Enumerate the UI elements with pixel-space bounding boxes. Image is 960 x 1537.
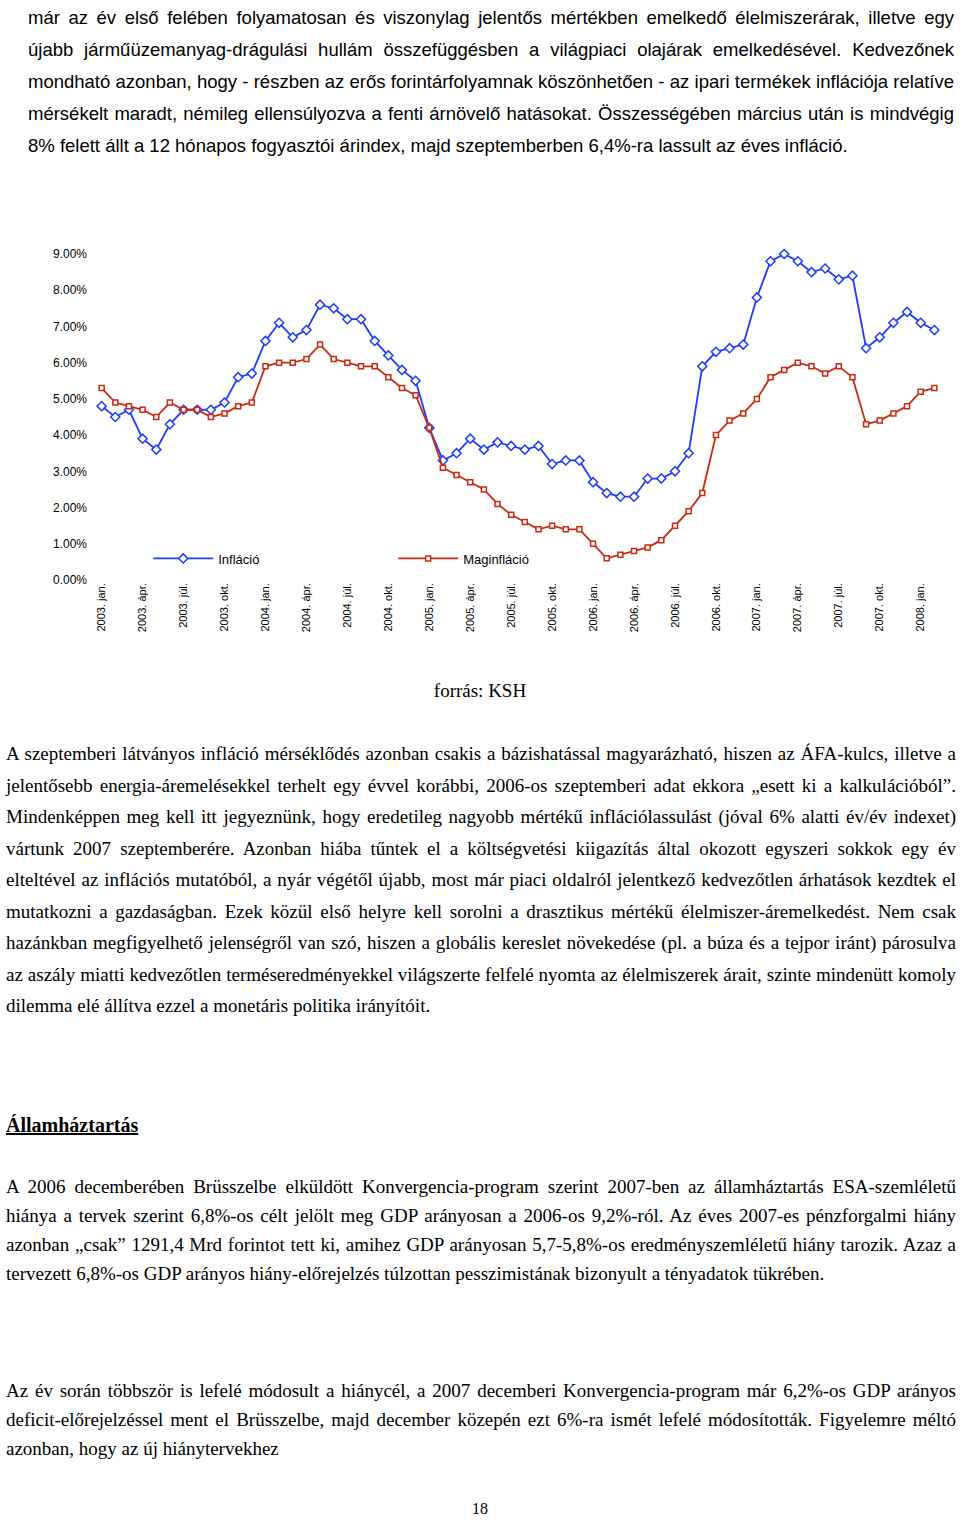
svg-text:2003. júl.: 2003. júl. <box>177 583 189 628</box>
html-text:Az év során többször is lefelé: Az év során többször is lefelé módosult … <box>6 1380 956 1459</box>
html-text:már az év első felében folyama: már az év első felében folyamatosan és v… <box>28 7 954 156</box>
svg-text:5.00%: 5.00% <box>53 392 87 406</box>
html-text:Államháztartás: Államháztartás <box>6 1114 139 1136</box>
html-text:18: 18 <box>472 1500 488 1517</box>
svg-text:2.00%: 2.00% <box>53 501 87 515</box>
svg-text:2004. jan.: 2004. jan. <box>259 583 271 631</box>
html-text:forrás: KSH: forrás: KSH <box>433 680 527 701</box>
svg-text:2005. júl.: 2005. júl. <box>505 583 517 628</box>
svg-text:7.00%: 7.00% <box>53 320 87 334</box>
svg-text:2007. jan.: 2007. jan. <box>750 583 762 631</box>
svg-text:8.00%: 8.00% <box>53 283 87 297</box>
svg-text:2007. júl.: 2007. júl. <box>832 583 844 628</box>
html-text:A szeptemberi látványos inflác: A szeptemberi látványos infláció mérsékl… <box>6 743 956 1016</box>
svg-text:0.00%: 0.00% <box>53 573 87 587</box>
svg-text:2006. okt.: 2006. okt. <box>710 583 722 631</box>
html-text:A 2006 decemberében Brüsszelbe: A 2006 decemberében Brüsszelbe elküldött… <box>6 1176 956 1284</box>
svg-text:2003. okt.: 2003. okt. <box>218 583 230 631</box>
svg-text:2004. júl.: 2004. júl. <box>341 583 353 628</box>
svg-text:2006. ápr.: 2006. ápr. <box>628 583 640 632</box>
svg-text:6.00%: 6.00% <box>53 356 87 370</box>
svg-text:2006. júl.: 2006. júl. <box>669 583 681 628</box>
svg-text:2005. ápr.: 2005. ápr. <box>464 583 476 632</box>
svg-text:2004. okt.: 2004. okt. <box>382 583 394 631</box>
svg-text:2005. okt.: 2005. okt. <box>546 583 558 631</box>
svg-text:2003. ápr.: 2003. ápr. <box>136 583 148 632</box>
svg-text:4.00%: 4.00% <box>53 428 87 442</box>
svg-text:2004. ápr.: 2004. ápr. <box>300 583 312 632</box>
svg-text:2006. jan.: 2006. jan. <box>587 583 599 631</box>
svg-text:Maginfláció: Maginfláció <box>463 552 529 567</box>
svg-text:3.00%: 3.00% <box>53 465 87 479</box>
svg-text:2003. jan.: 2003. jan. <box>95 583 107 631</box>
svg-text:2007. ápr.: 2007. ápr. <box>791 583 803 632</box>
svg-text:Infláció: Infláció <box>218 552 259 567</box>
svg-text:2008. jan.: 2008. jan. <box>914 583 926 631</box>
svg-text:9.00%: 9.00% <box>53 247 87 261</box>
svg-text:2005. jan.: 2005. jan. <box>423 583 435 631</box>
svg-text:1.00%: 1.00% <box>53 537 87 551</box>
svg-text:2007. okt.: 2007. okt. <box>873 583 885 631</box>
